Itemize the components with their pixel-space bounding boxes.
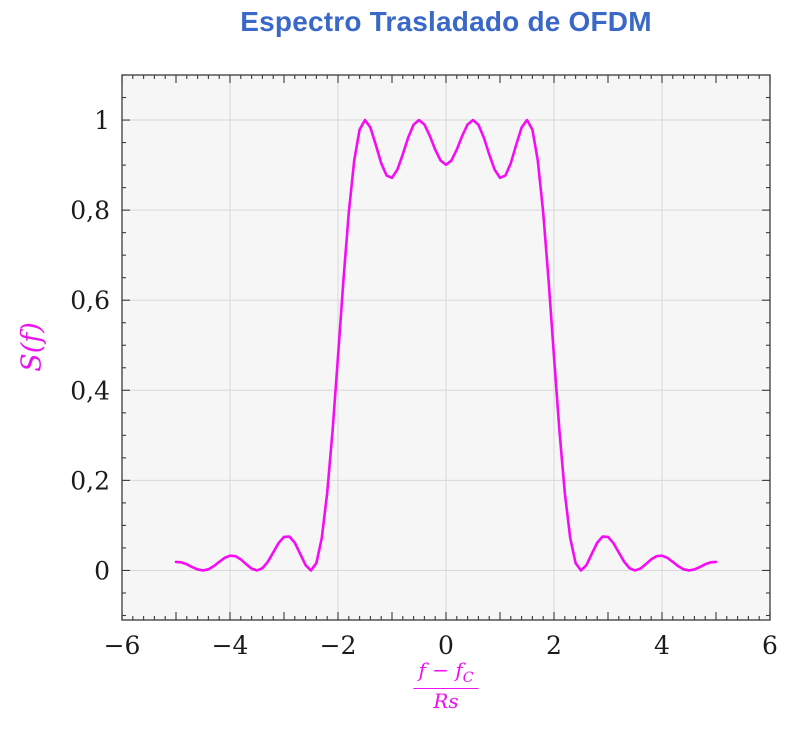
chart-title: Espectro Trasladado de OFDM (240, 6, 652, 37)
y-tick-label: 0,2 (70, 466, 110, 495)
fraction-numerator-main: f − f (418, 658, 463, 682)
x-tick-label: −4 (212, 631, 249, 660)
y-tick-label: 0,8 (70, 196, 110, 225)
x-tick-label: 2 (546, 631, 562, 660)
fraction-numerator: f − fC (413, 658, 479, 689)
plot-frame (121, 74, 771, 621)
spectrum-curve (174, 118, 718, 572)
x-tick-label: 6 (762, 631, 778, 660)
y-tick-label: 1 (94, 106, 110, 135)
x-axis-fraction: f − fC Rs (413, 658, 479, 713)
y-axis-label: S(f) (16, 322, 48, 372)
x-tick-label: 0 (438, 631, 454, 660)
x-tick-label: −2 (320, 631, 357, 660)
x-tick-label: −6 (104, 631, 141, 660)
y-tick-label: 0 (94, 556, 110, 585)
y-tick-label: 0,4 (70, 376, 110, 405)
fraction-denominator: Rs (433, 688, 459, 713)
x-axis-label: f − fC Rs (413, 658, 479, 713)
fraction-numerator-subscript: C (462, 670, 474, 686)
x-tick-label: 4 (654, 631, 670, 660)
y-tick-label: 0,6 (70, 286, 110, 315)
